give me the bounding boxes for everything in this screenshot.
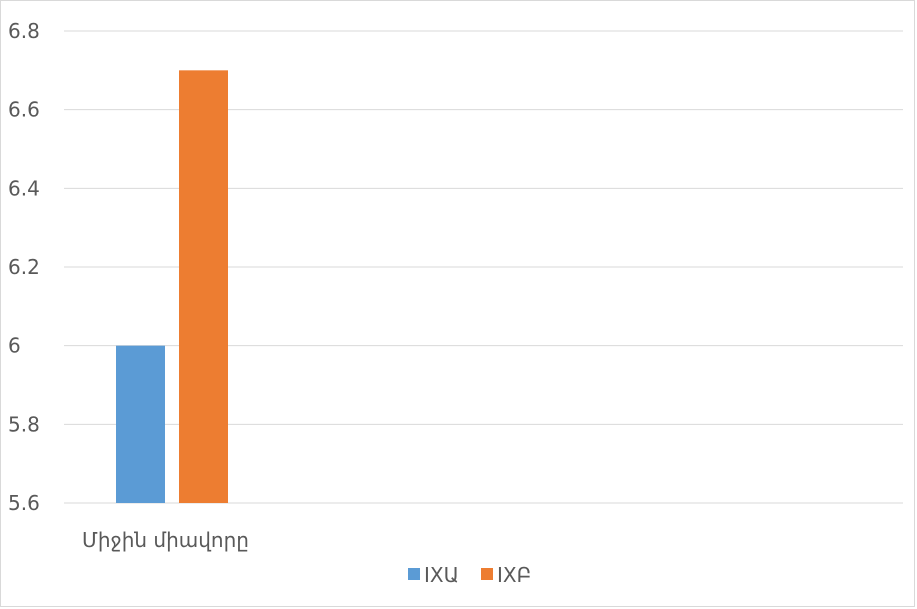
y-tick-label: 6 (8, 334, 21, 358)
y-tick-label: 6.2 (8, 255, 40, 279)
x-category-label: Միջին միավորը (82, 528, 249, 552)
y-tick-label: 5.6 (8, 491, 40, 515)
legend-label: IXԲ (497, 563, 531, 587)
legend-swatch (408, 568, 420, 580)
bar-series-b (179, 70, 228, 503)
y-tick-label: 6.6 (8, 98, 40, 122)
legend-swatch (481, 568, 493, 580)
legend-label: IXԱ (424, 563, 459, 587)
bar-series-a (116, 345, 165, 503)
y-tick-label: 5.8 (8, 412, 40, 436)
y-tick-label: 6.4 (8, 176, 40, 200)
y-tick-label: 6.8 (8, 19, 40, 43)
